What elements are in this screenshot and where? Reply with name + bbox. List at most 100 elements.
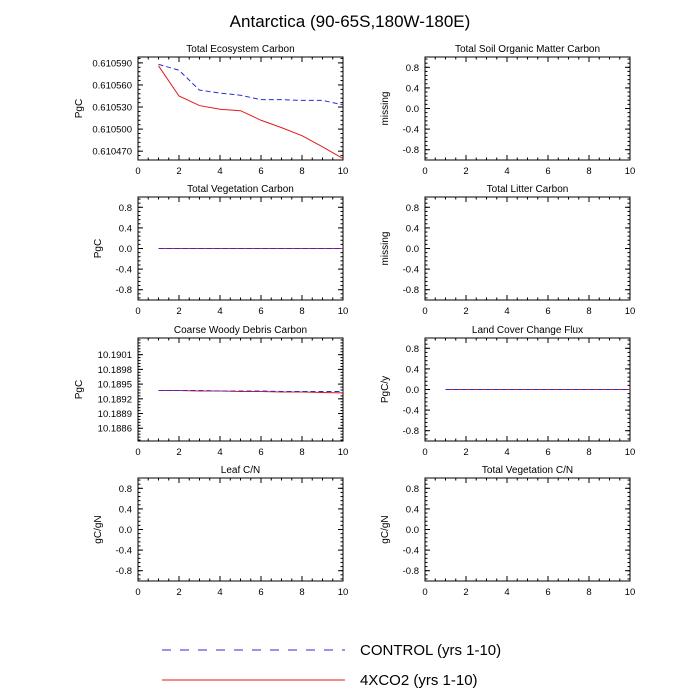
y-tick-label: -0.8 xyxy=(116,285,132,296)
panel-grid: Total Ecosystem Carbon 0 2 4 6 8 10 0.610470 0.6… xyxy=(74,44,635,598)
y-tick-label: 0.0 xyxy=(406,244,419,255)
y-tick-label: -0.4 xyxy=(403,265,419,276)
chart-panel-6: Land Cover Change Flux 0 2 4 6 8 10 -0.8 -0.4 0.0… xyxy=(380,325,635,458)
x-tick-label: 0 xyxy=(422,587,427,598)
series-control-line xyxy=(158,389,343,392)
panel-title: Total Ecosystem Carbon xyxy=(186,44,294,55)
y-tick-label: 10.1901 xyxy=(98,350,132,361)
y-tick-label: -0.8 xyxy=(116,566,132,577)
x-tick-label: 2 xyxy=(463,587,468,598)
panel-title: Total Litter Carbon xyxy=(487,184,569,195)
x-tick-label: 8 xyxy=(299,306,304,317)
x-tick-label: 6 xyxy=(545,587,550,598)
x-tick-label: 0 xyxy=(135,306,140,317)
legend: CONTROL (yrs 1-10) 4XCO2 (yrs 1-10) xyxy=(162,642,501,689)
x-tick-label: 6 xyxy=(258,306,263,317)
y-tick-label: 10.1895 xyxy=(98,380,132,391)
x-tick-label: 4 xyxy=(217,306,222,317)
x-tick-label: 0 xyxy=(422,447,427,458)
y-tick-label: 0.8 xyxy=(406,203,419,214)
x-tick-label: 2 xyxy=(176,447,181,458)
chart-panel-2: Total Soil Organic Matter Carbon 0 2 4 6 8 10 -… xyxy=(380,44,635,177)
y-tick-label: 0.610470 xyxy=(92,147,132,158)
y-axis-label: missing xyxy=(380,92,391,126)
x-tick-label: 8 xyxy=(299,587,304,598)
chart-panel-1: Total Ecosystem Carbon 0 2 4 6 8 10 0.610470 0.6… xyxy=(74,44,348,177)
y-axis-label: gC/gN xyxy=(93,515,104,543)
y-tick-label: 0.0 xyxy=(119,525,132,536)
x-tick-label: 6 xyxy=(258,166,263,177)
x-tick-label: 0 xyxy=(422,166,427,177)
y-tick-label: 0.8 xyxy=(406,344,419,355)
legend-co2-label: 4XCO2 (yrs 1-10) xyxy=(360,672,478,689)
x-tick-label: 0 xyxy=(422,306,427,317)
y-axis-label: PgC/y xyxy=(380,376,391,403)
panel-title: Land Cover Change Flux xyxy=(472,325,583,336)
x-tick-label: 8 xyxy=(299,166,304,177)
plot-frame xyxy=(424,56,631,161)
x-tick-label: 2 xyxy=(176,166,181,177)
chart-panel-8: Total Vegetation C/N 0 2 4 6 8 10 -0.8 -0.4 0.0 0.… xyxy=(380,465,635,598)
y-tick-label: 0.8 xyxy=(119,484,132,495)
y-axis-label: PgC xyxy=(74,380,85,399)
panel-title: Total Soil Organic Matter Carbon xyxy=(455,44,600,55)
y-tick-label: 0.4 xyxy=(119,223,132,234)
legend-control-label: CONTROL (yrs 1-10) xyxy=(360,642,501,659)
y-tick-label: 0.0 xyxy=(406,385,419,396)
y-tick-label: 0.610560 xyxy=(92,80,132,91)
y-tick-label: 0.610530 xyxy=(92,103,132,114)
x-tick-label: 6 xyxy=(258,587,263,598)
x-tick-label: 6 xyxy=(258,447,263,458)
y-tick-label: 10.1892 xyxy=(98,394,132,405)
y-tick-label: 0.0 xyxy=(119,244,132,255)
y-tick-label: -0.8 xyxy=(403,285,419,296)
chart-panel-5: Coarse Woody Debris Carbon 0 2 4 6 8 10 10.1886… xyxy=(74,325,348,458)
x-tick-label: 6 xyxy=(545,306,550,317)
y-tick-label: 0.4 xyxy=(406,223,419,234)
y-axis-label: missing xyxy=(380,232,391,266)
x-tick-label: 4 xyxy=(504,306,509,317)
y-tick-label: 10.1889 xyxy=(98,409,132,420)
x-tick-label: 0 xyxy=(135,166,140,177)
x-tick-label: 4 xyxy=(504,447,509,458)
x-tick-label: 6 xyxy=(545,166,550,177)
x-tick-label: 10 xyxy=(625,447,636,458)
plot-frame xyxy=(424,196,631,301)
x-tick-label: 2 xyxy=(176,587,181,598)
y-axis-label: PgC xyxy=(74,99,85,118)
y-tick-label: -0.4 xyxy=(403,546,419,557)
x-tick-label: 4 xyxy=(217,447,222,458)
series-control-line xyxy=(158,63,344,106)
x-tick-label: 4 xyxy=(217,587,222,598)
y-tick-label: 0.0 xyxy=(406,104,419,115)
x-tick-label: 8 xyxy=(299,447,304,458)
y-tick-label: -0.8 xyxy=(403,566,419,577)
x-tick-label: 10 xyxy=(338,306,349,317)
y-tick-label: 0.8 xyxy=(119,203,132,214)
y-tick-label: 0.8 xyxy=(406,484,419,495)
panel-title: Leaf C/N xyxy=(221,465,260,476)
plot-frame xyxy=(424,477,631,582)
panel-title: Coarse Woody Debris Carbon xyxy=(174,325,307,336)
y-axis-label: PgC xyxy=(93,239,104,258)
y-tick-label: 0.4 xyxy=(119,504,132,515)
x-tick-label: 10 xyxy=(338,587,349,598)
x-tick-label: 2 xyxy=(176,306,181,317)
plot-frame xyxy=(137,56,344,161)
y-axis-label: gC/gN xyxy=(380,515,391,543)
x-tick-label: 10 xyxy=(625,306,636,317)
x-tick-label: 8 xyxy=(586,587,591,598)
y-tick-label: 0.0 xyxy=(406,525,419,536)
chart-panel-4: Total Litter Carbon 0 2 4 6 8 10 -0.8 -0.4 0.0 0.4… xyxy=(380,184,635,317)
x-tick-label: 10 xyxy=(625,166,636,177)
x-tick-label: 4 xyxy=(504,166,509,177)
x-tick-label: 0 xyxy=(135,587,140,598)
plot-frame xyxy=(137,477,344,582)
x-tick-label: 8 xyxy=(586,166,591,177)
panel-title: Total Vegetation Carbon xyxy=(187,184,294,195)
y-tick-label: -0.4 xyxy=(403,125,419,136)
chart-panel-3: Total Vegetation Carbon 0 2 4 6 8 10 -0.8 -0.4 0.… xyxy=(93,184,348,317)
y-tick-label: 10.1898 xyxy=(98,365,132,376)
y-tick-label: 0.610500 xyxy=(92,125,132,136)
plot-frame xyxy=(137,337,344,442)
